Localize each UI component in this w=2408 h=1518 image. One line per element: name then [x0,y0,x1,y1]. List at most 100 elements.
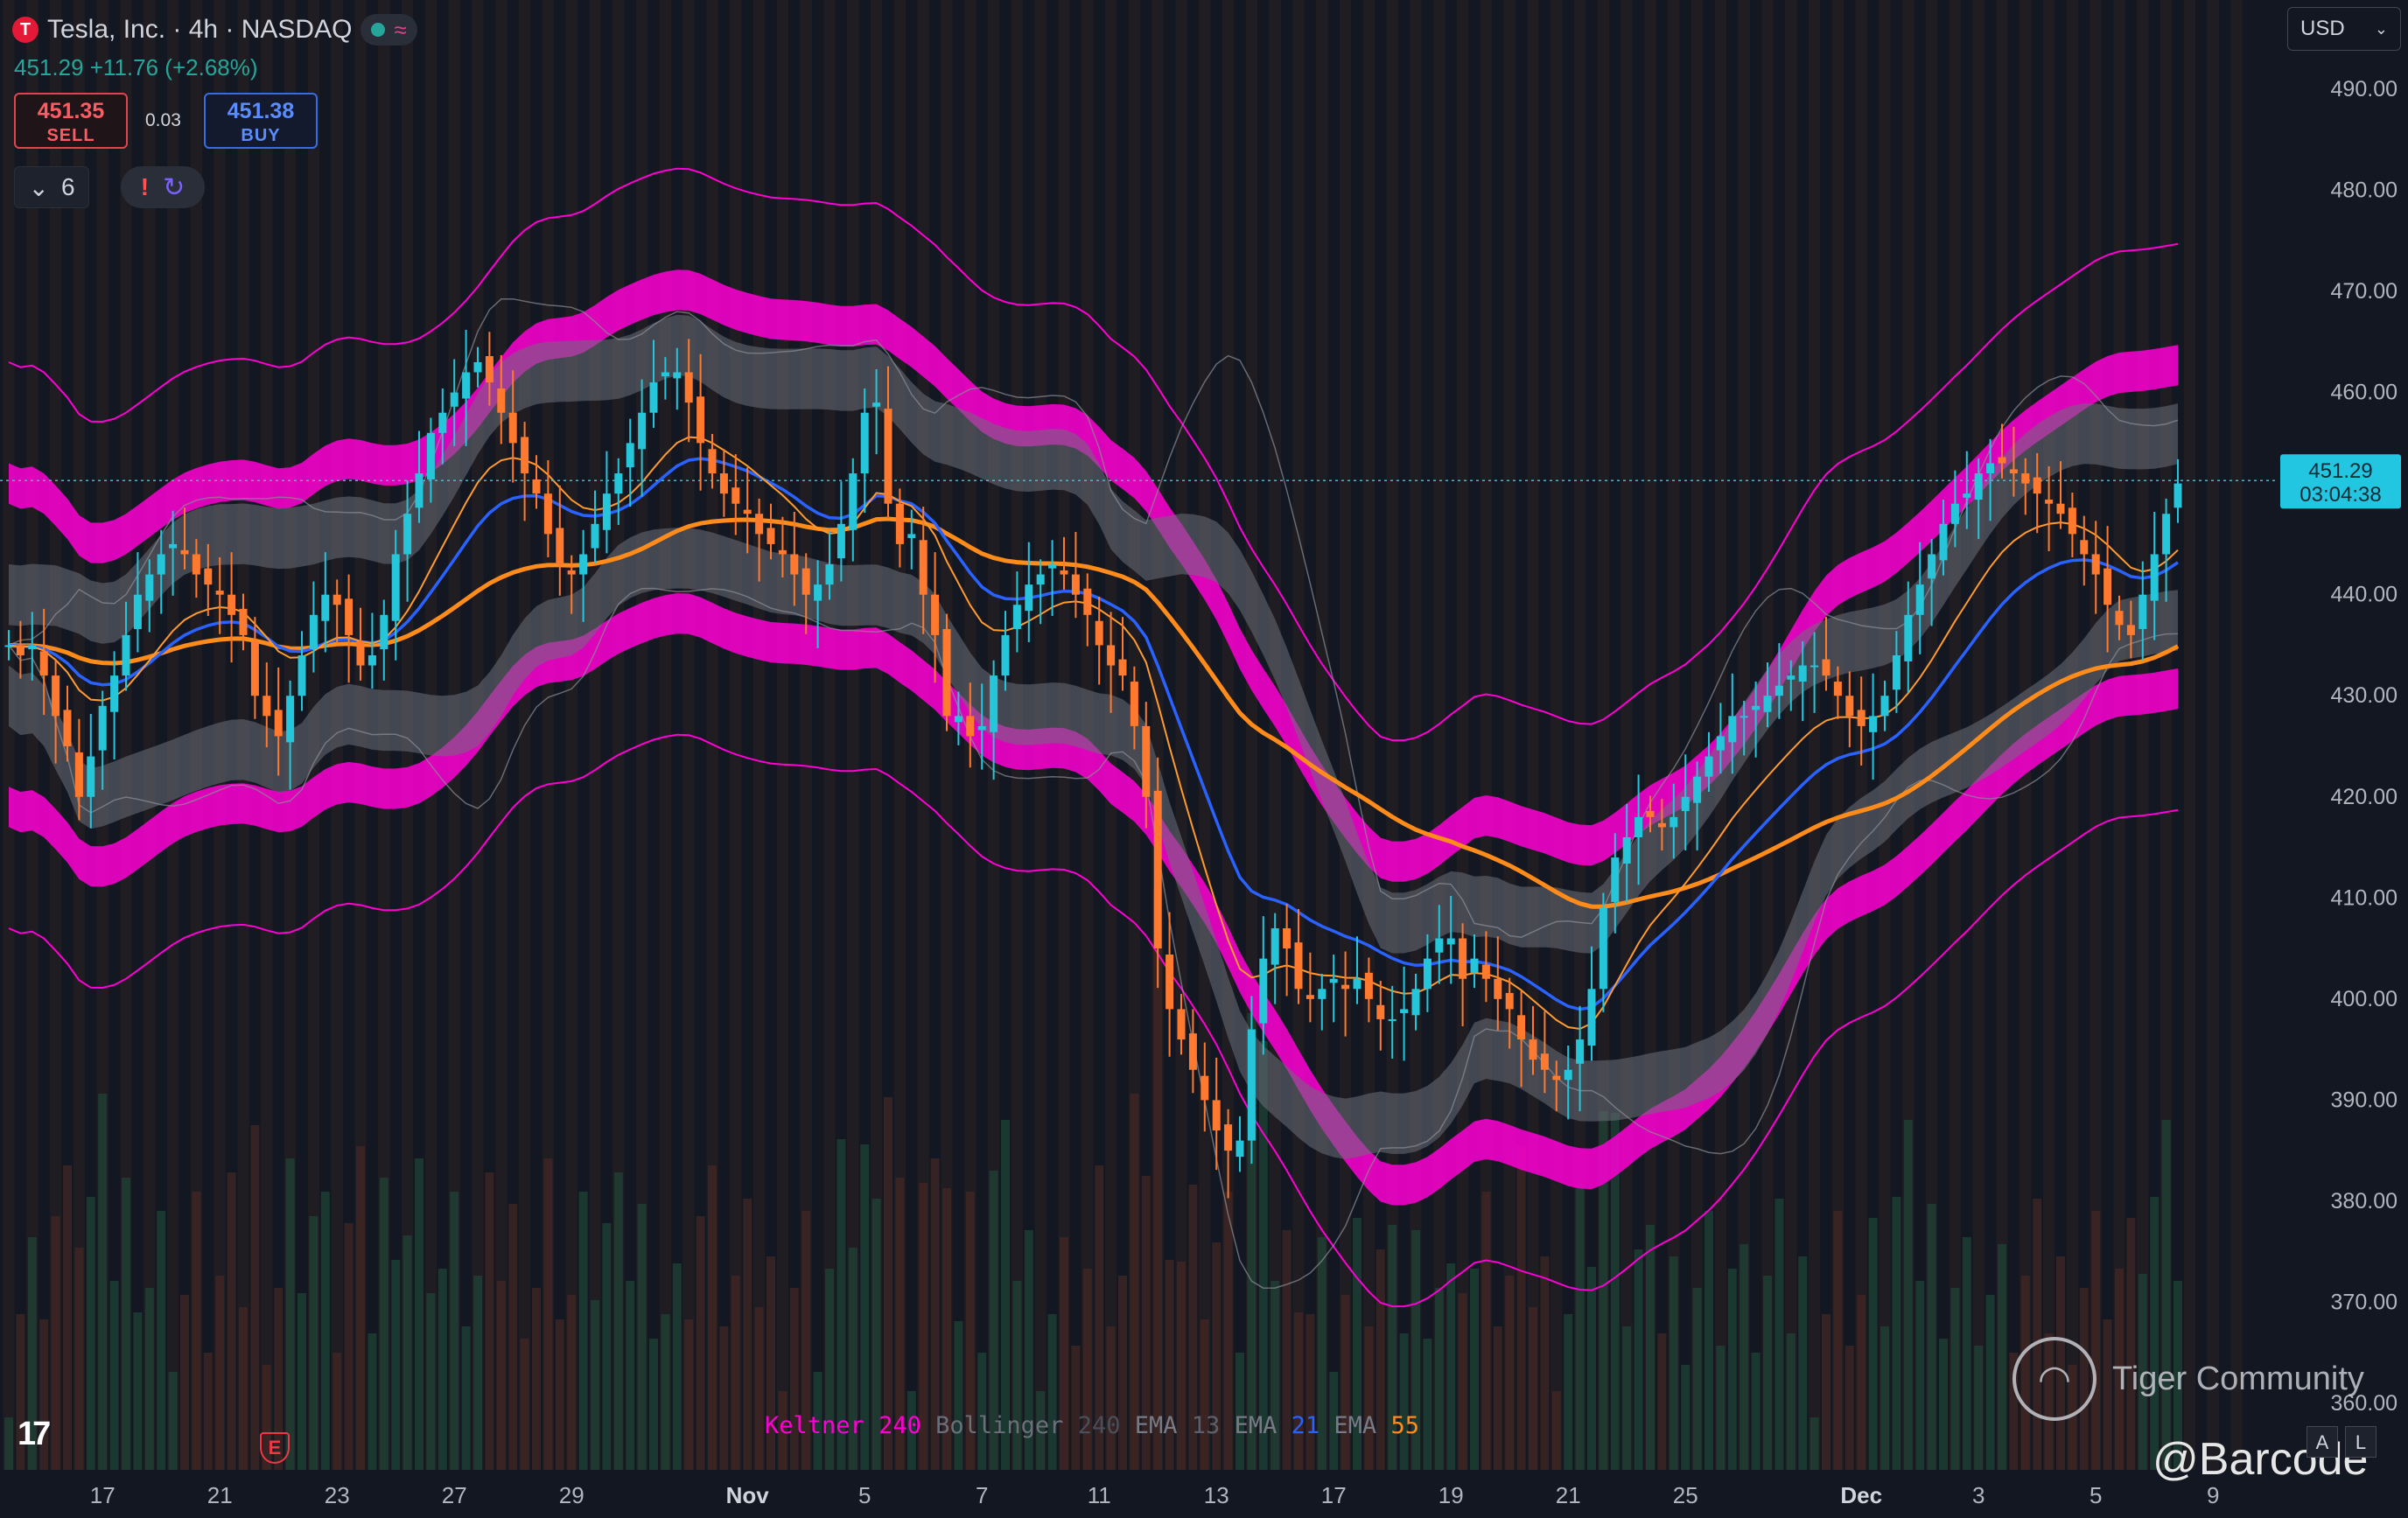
keltner-outer-lower-line [8,733,2179,1308]
candle-body [1236,1140,1244,1158]
candle-body [1270,927,1279,965]
volume-bar [802,1211,811,1470]
x-tick-label: 21 [207,1482,233,1508]
candle-body [1212,1100,1221,1131]
candle-body [1329,978,1338,983]
candle-body [1752,705,1760,710]
candle-body [1376,1004,1385,1019]
session-stripe [823,0,836,1470]
candle-body [1845,696,1854,717]
volume-bar [2091,1211,2101,1470]
candle-body [250,640,259,696]
session-stripe [1902,0,1914,1470]
ema13-length: 13 [1191,1412,1221,1439]
volume-bar [98,1094,108,1470]
volume-bar [766,1256,775,1470]
volume-bar [1376,1249,1385,1470]
volume-bar [649,1339,658,1470]
candle-body [1494,978,1502,999]
volume-bar [109,1281,119,1470]
candle-body [286,696,295,743]
indicator-toggle-button[interactable]: ⌄ 6 [14,166,89,208]
sync-icon[interactable]: ↻ [163,172,186,202]
candle-body [1247,1029,1256,1141]
volume-bar [2068,1365,2077,1470]
volume-bar [74,1248,84,1470]
y-tick-label: 400.00 [2331,987,2398,1011]
volume-bar [1082,1269,1092,1470]
volume-bar [930,1158,940,1470]
log-scale-button[interactable]: L [2345,1426,2376,1458]
ema21-length: 21 [1291,1412,1320,1439]
keltner-length: 240 [878,1412,921,1439]
volume-bar [1258,1041,1268,1470]
candle-body [110,675,119,712]
candle-body [74,752,83,797]
tradingview-logo-icon[interactable]: 17 [18,1416,51,1452]
symbol-title[interactable]: Tesla, Inc. · 4h · NASDAQ [47,15,353,44]
volume-bar [1118,1276,1127,1470]
alerts-pill[interactable]: ! ↻ [121,166,205,208]
volume-bar [1505,1276,1515,1470]
candle-body [1259,958,1268,1024]
candle-body [942,628,951,717]
time-axis[interactable]: 17 21 23 27 29 Nov 5 7 11 13 17 19 21 25 Dec 3 5 9 [0,1470,2408,1518]
session-stripe [2137,0,2149,1470]
auto-scale-button[interactable]: A [2306,1426,2338,1458]
volume-bar [906,1391,916,1470]
volume-bar [1200,1319,1209,1470]
candle-body [673,372,682,379]
volume-bar [227,1172,236,1470]
candle-body [1294,942,1303,990]
symbol-header[interactable]: T Tesla, Inc. · 4h · NASDAQ ≈ [12,10,417,49]
volume-bar [1751,1353,1760,1470]
status-pill[interactable]: ≈ [360,14,417,45]
volume-bar [368,1333,377,1470]
volume-bar [1646,1225,1655,1470]
volume-bar [215,1276,225,1470]
candle-body [1787,675,1796,680]
volume-bar [789,1288,799,1470]
price-axis[interactable]: 490.00480.00470.00460.00450.00440.00430.… [2280,77,2401,1416]
volume-bar [1141,1176,1151,1470]
buy-label: BUY [241,126,281,145]
buy-button[interactable]: 451.38 BUY [204,93,318,149]
volume-bar [1551,1391,1561,1470]
session-stripe [1550,0,1563,1470]
volume-bar [626,1281,635,1470]
volume-bar [1399,1333,1409,1470]
candle-body [849,473,858,530]
volume-bar [1434,1288,1444,1470]
candle-body [1353,978,1362,990]
x-tick-label: 7 [976,1482,988,1508]
candle-body [895,503,904,544]
volume-bar [180,1295,189,1470]
volume-bar [591,1300,599,1470]
candle-body [1481,964,1490,979]
volume-bar [1575,1185,1585,1470]
session-stripe [1433,0,1446,1470]
candle-body [1599,907,1607,990]
candle-body [1306,995,1314,999]
candle-body [87,756,95,797]
session-stripe [752,0,766,1470]
earnings-badge[interactable]: E [260,1432,290,1464]
candle-body [732,487,740,504]
volume-bar [1247,1013,1256,1470]
volume-bar [1844,1346,1854,1470]
candle-body [1153,790,1162,949]
y-tick-label: 390.00 [2331,1088,2398,1112]
candle-body [1857,710,1866,726]
sell-button[interactable]: 451.35 SELL [14,93,128,149]
exclamation-icon[interactable]: ! [140,173,150,200]
bollinger-outer-lower-line [8,587,2179,1289]
volume-bar [1236,1353,1244,1470]
volume-bar [1692,1288,1702,1470]
volume-bar [884,1097,892,1470]
volume-bar [450,1192,459,1470]
volume-bar [942,1188,951,1470]
volume-bar [1998,1244,2006,1470]
currency-select[interactable]: USD ⌄ [2287,7,2401,51]
candle-body [778,549,787,555]
